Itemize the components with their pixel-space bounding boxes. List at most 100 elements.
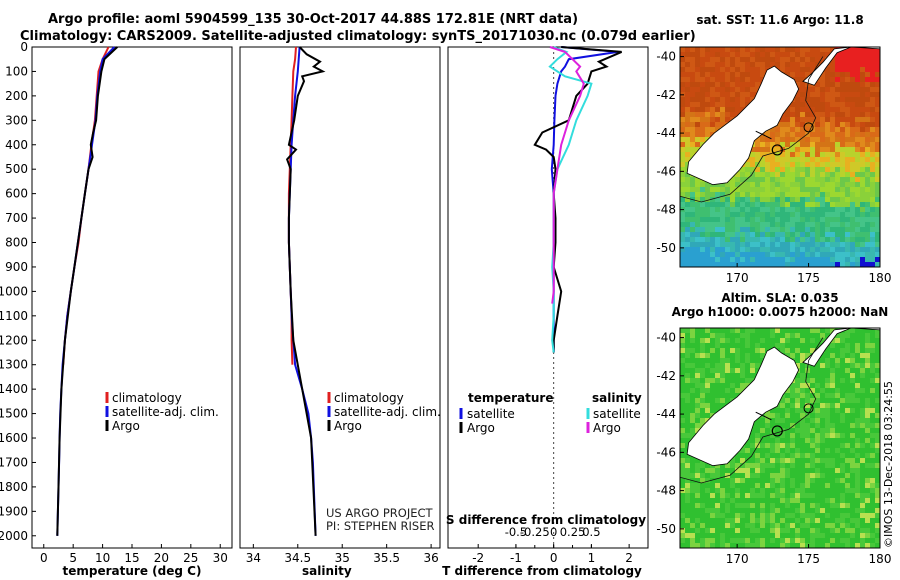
sla-pixel — [875, 368, 880, 374]
sst-pixel — [730, 112, 736, 118]
sst-pixel — [725, 47, 731, 53]
sst-pixel — [825, 172, 831, 178]
sla-pixel — [690, 383, 696, 389]
sst-pixel — [685, 87, 691, 93]
sst-pixel — [875, 197, 880, 203]
sla-pixel — [745, 463, 751, 469]
sst-pixel — [795, 142, 801, 148]
sla-pixel — [730, 343, 736, 349]
sst-pixel — [750, 147, 756, 153]
sla-pixel — [800, 388, 806, 394]
sla-pixel — [735, 543, 741, 548]
sla-pixel — [770, 458, 776, 464]
sla-pixel — [715, 533, 721, 539]
sst-pixel — [745, 167, 751, 173]
sst-pixel — [860, 147, 866, 153]
sla-pixel — [785, 538, 791, 544]
sst-pixel — [760, 57, 766, 63]
sla-pixel — [730, 348, 736, 354]
sla-pixel — [810, 508, 816, 514]
sst-lon-tick-label: 180 — [869, 271, 892, 285]
sla-pixel — [695, 368, 701, 374]
sla-pixel — [870, 403, 876, 409]
sla-pixel — [800, 378, 806, 384]
sst-pixel — [775, 177, 781, 183]
sla-pixel — [805, 488, 811, 494]
sla-pixel — [740, 518, 746, 524]
sla-pixel — [685, 388, 691, 394]
sst-pixel — [685, 197, 691, 203]
sst-pixel — [855, 192, 861, 198]
sla-pixel — [710, 508, 716, 514]
sla-pixel — [850, 448, 856, 454]
sst-pixel — [720, 252, 726, 258]
sst-pixel — [770, 217, 776, 223]
sla-pixel — [865, 528, 871, 534]
sla-pixel — [755, 493, 761, 499]
sla-pixel — [780, 493, 786, 499]
sla-pixel — [690, 488, 696, 494]
sla-pixel — [755, 338, 761, 344]
sla-pixel — [875, 513, 880, 519]
sst-pixel — [865, 187, 871, 193]
sst-pixel — [735, 82, 741, 88]
tdiff-line-argo — [533, 46, 622, 353]
sst-pixel — [855, 82, 861, 88]
sst-pixel — [810, 222, 816, 228]
sla-pixel — [700, 353, 706, 359]
sla-eddy-marker — [803, 403, 814, 414]
sla-pixel — [870, 393, 876, 399]
sst-pixel — [860, 127, 866, 133]
sla-pixel — [795, 483, 801, 489]
sla-pixel — [855, 468, 861, 474]
sla-pixel — [700, 418, 706, 424]
sla-pixel — [780, 423, 786, 429]
sst-pixel — [780, 217, 786, 223]
sla-pixel — [775, 408, 781, 414]
sst-pixel — [870, 152, 876, 158]
sst-pixel — [705, 72, 711, 78]
sst-pixel — [745, 77, 751, 83]
sla-pixel — [685, 478, 691, 484]
sla-pixel — [825, 428, 831, 434]
sst-pixel — [775, 257, 781, 263]
sst-pixel — [860, 257, 866, 263]
sla-pixel — [760, 448, 766, 454]
sst-pixel — [685, 237, 691, 243]
sst-pixel — [800, 202, 806, 208]
sla-pixel — [775, 513, 781, 519]
sst-pixel — [725, 77, 731, 83]
sla-pixel — [695, 353, 701, 359]
sla-pixel — [795, 373, 801, 379]
sst-pixel — [730, 252, 736, 258]
sla-pixel — [845, 448, 851, 454]
sst-pixel — [705, 252, 711, 258]
sst-pixel — [840, 182, 846, 188]
sla-pixel — [690, 473, 696, 479]
sst-pixel — [860, 52, 866, 58]
sst-pixel — [685, 107, 691, 113]
sla-pixel — [700, 403, 706, 409]
sst-pixel — [685, 62, 691, 68]
depth-tick-label: 1700 — [0, 455, 28, 469]
sst-pixel — [795, 232, 801, 238]
sla-pixel — [745, 478, 751, 484]
sst-pixel — [770, 142, 776, 148]
sla-pixel — [695, 393, 701, 399]
sla-pixel — [750, 528, 756, 534]
sla-pixel — [735, 388, 741, 394]
sla-pixel — [845, 433, 851, 439]
sla-float-marker — [771, 425, 783, 437]
sla-pixel — [730, 538, 736, 544]
sst-pixel — [690, 112, 696, 118]
sla-pixel — [700, 543, 706, 548]
sst-pixel — [850, 62, 856, 68]
sst-pixel — [875, 157, 880, 163]
sst-pixel — [740, 52, 746, 58]
sdiff-x-tick-label: -0.5 — [505, 525, 527, 539]
sla-pixel — [870, 433, 876, 439]
sla-pixel — [835, 513, 841, 519]
sla-pixel — [730, 478, 736, 484]
sla-pixel — [855, 328, 861, 334]
sla-pixel — [860, 533, 866, 539]
